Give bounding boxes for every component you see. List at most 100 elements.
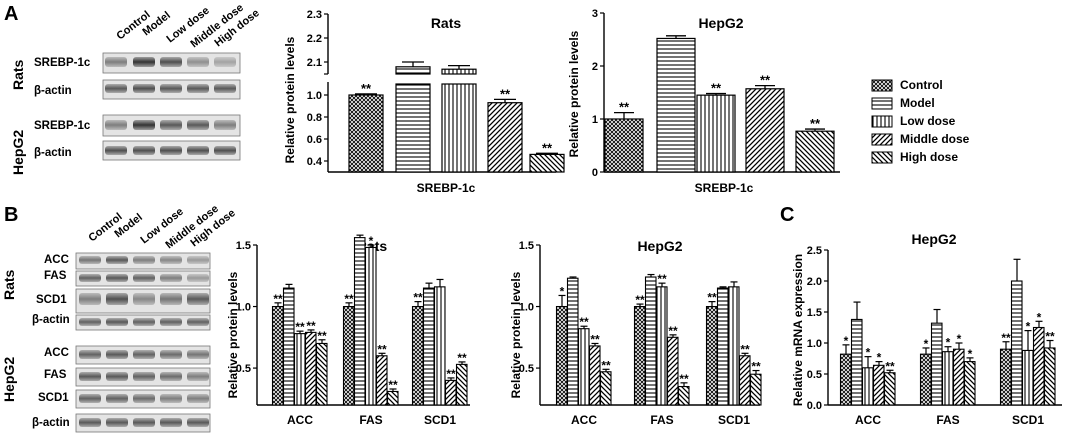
- significance-label: **: [740, 342, 750, 356]
- western-blot-a: Control Model Low dose Middle dose High …: [10, 2, 262, 175]
- x-tick-label: FAS: [650, 413, 673, 427]
- blot-band: [79, 350, 101, 359]
- y-tick-label: 1.0: [236, 302, 251, 314]
- bar: [861, 367, 874, 406]
- blot-band: [133, 274, 155, 282]
- legend-swatch-model: [871, 97, 893, 110]
- blot-band: [133, 293, 155, 305]
- bar: [941, 351, 954, 406]
- significance-label: **: [760, 73, 771, 88]
- bar: [738, 355, 751, 406]
- significance-label: *: [946, 336, 951, 350]
- blot-band: [105, 57, 127, 67]
- x-tick-label: FAS: [359, 413, 382, 427]
- y-axis-label: Relative protein levels: [226, 271, 240, 398]
- chart-title: HepG2: [637, 238, 682, 254]
- chart-a-rats: Rats Relative protein levels SREBP-1c 0.…: [283, 9, 565, 195]
- significance-label: **: [542, 140, 553, 155]
- significance-label: *: [968, 347, 973, 361]
- bar: [604, 118, 644, 173]
- blot-band: [133, 350, 155, 359]
- blot-band: [187, 120, 209, 130]
- blot-band: [160, 146, 182, 155]
- blot-band: [105, 120, 127, 130]
- significance-label: **: [711, 81, 722, 96]
- bar: [566, 277, 579, 406]
- blot-band: [133, 256, 155, 264]
- bar: [395, 66, 431, 75]
- blot-band: [160, 318, 182, 326]
- y-tick-label: 2.2: [307, 33, 322, 45]
- bar: [655, 286, 668, 406]
- blot-band: [105, 146, 127, 155]
- blot-band: [214, 84, 236, 93]
- panel-letter-b: B: [4, 204, 18, 226]
- chart-c-hepg2: HepG2 Relative mRNA expression 0.0 0.5 1.0…: [791, 231, 1062, 427]
- blot-band: [187, 350, 209, 359]
- bar: [529, 153, 565, 173]
- bar: [271, 305, 284, 406]
- bar: [555, 305, 568, 406]
- bar: [433, 286, 446, 406]
- x-axis-label: SREBP-1c: [695, 181, 754, 195]
- bar: [1043, 347, 1056, 406]
- significance-label: *: [560, 284, 565, 298]
- bar: [282, 287, 295, 406]
- significance-label: **: [657, 272, 667, 286]
- blot-band: [187, 274, 209, 282]
- x-tick-label: SCD1: [424, 413, 456, 427]
- bar: [705, 305, 718, 406]
- blot-band: [214, 146, 236, 155]
- y-tick-label: 1: [592, 114, 598, 126]
- blot-band: [133, 146, 155, 155]
- y-tick-label: 0.5: [519, 363, 534, 375]
- significance-label: **: [295, 320, 305, 334]
- significance-label: **: [885, 359, 895, 373]
- bar: [656, 37, 696, 173]
- significance-label: *: [844, 334, 849, 348]
- y-tick-label: 2.1: [307, 57, 322, 69]
- bar: [883, 372, 896, 406]
- significance-label: **: [344, 292, 354, 306]
- y-tick-label: 1.5: [236, 240, 251, 252]
- y-tick-label: 2.3: [307, 9, 322, 21]
- blot-band: [187, 318, 209, 326]
- blot-band: [214, 57, 236, 67]
- y-tick-label: 1.5: [519, 240, 534, 252]
- blot-b-row-label: β-actin: [32, 417, 70, 429]
- y-tick-label: 0.6: [307, 134, 322, 146]
- blot-band: [79, 372, 101, 381]
- blot-band: [79, 256, 101, 264]
- legend-label: Model: [900, 96, 935, 110]
- x-tick-label: ACC: [287, 413, 313, 427]
- blot-band: [133, 372, 155, 381]
- blot-band: [187, 394, 209, 403]
- chart-a-hepg2: HepG2 Relative protein levels SREBP-1c 0…: [567, 8, 840, 195]
- significance-label: *: [924, 337, 929, 351]
- blot-a-row-label: SREBP-1c: [34, 57, 91, 69]
- bar: [727, 286, 740, 406]
- blot-band: [160, 120, 182, 130]
- blot-band: [187, 293, 209, 305]
- bar: [599, 371, 612, 406]
- bar: [666, 336, 679, 406]
- significance-label: **: [377, 342, 387, 356]
- blot-band: [133, 418, 155, 427]
- blot-band: [160, 274, 182, 282]
- blot-a-group-label: Rats: [10, 59, 26, 90]
- y-tick-label: 0.4: [307, 156, 323, 168]
- bar: [304, 331, 317, 406]
- legend-label: Low dose: [900, 114, 956, 128]
- blot-band: [160, 84, 182, 93]
- significance-label: **: [413, 291, 423, 305]
- blot-band: [79, 274, 101, 282]
- significance-label: **: [361, 81, 372, 96]
- blot-band: [160, 350, 182, 359]
- bar: [919, 353, 932, 406]
- x-tick-label: SCD1: [1012, 413, 1044, 427]
- y-tick-label: 0: [592, 167, 598, 179]
- blot-b-group-label: Rats: [1, 269, 17, 300]
- significance-label: *: [877, 351, 882, 365]
- blot-a-row-label: β-actin: [34, 147, 72, 159]
